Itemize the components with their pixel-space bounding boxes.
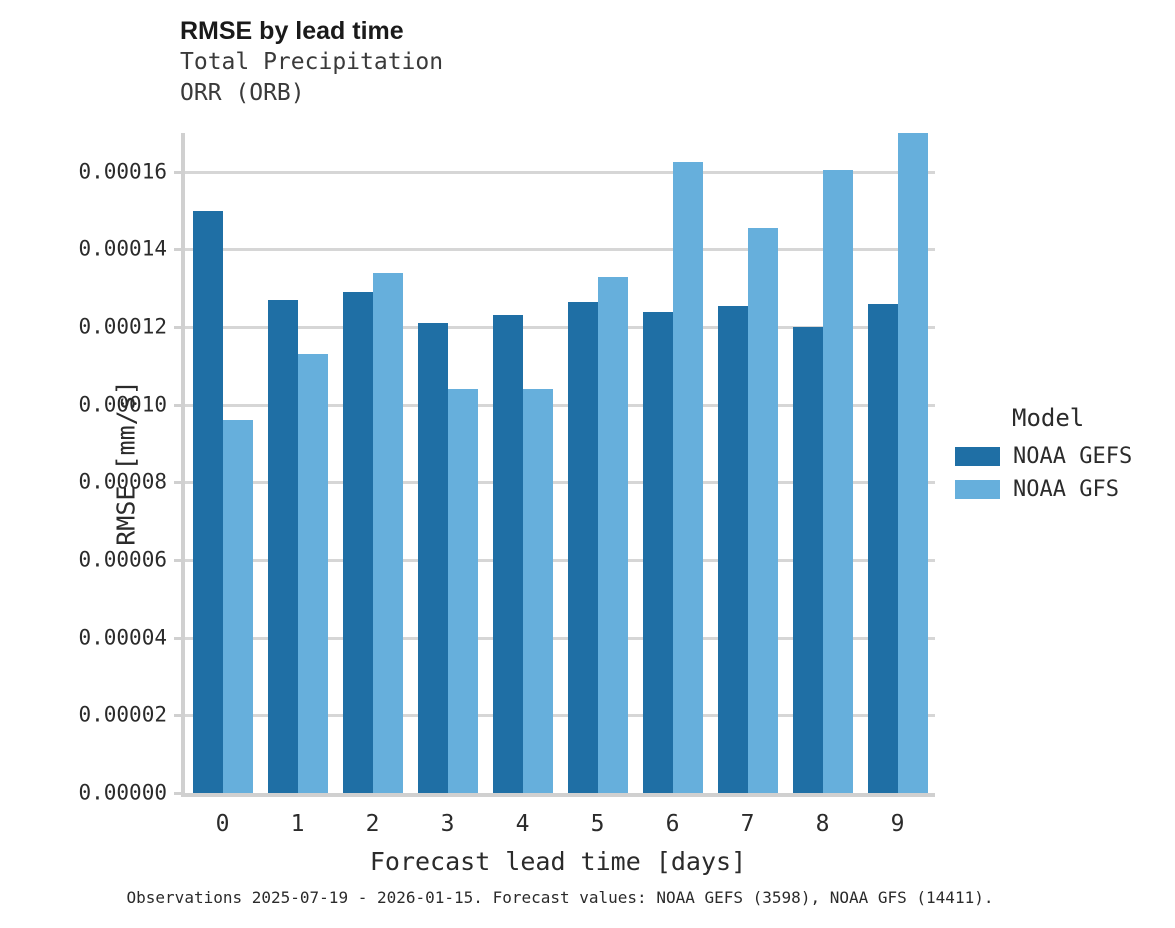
x-tick-label: 2 xyxy=(365,811,380,837)
bar-group xyxy=(192,133,253,793)
plot-frame: 0.00000 0.00002 0.00004 0.00006 0.00008 0.000… xyxy=(78,133,935,836)
y-tick-mark xyxy=(174,559,182,563)
x-tick-label: 3 xyxy=(440,811,455,837)
bar[interactable] xyxy=(267,299,298,793)
bar[interactable] xyxy=(222,420,253,793)
bar[interactable] xyxy=(747,228,778,793)
y-tick-label: 0.00016 xyxy=(78,159,167,184)
x-tick-label: 9 xyxy=(890,811,905,837)
bar-group xyxy=(342,133,403,793)
y-axis-title: RMSE [mm/s] xyxy=(111,380,141,546)
x-tick-label: 0 xyxy=(215,811,230,837)
plot-area: 0.00000 0.00002 0.00004 0.00006 0.00008 0.000… xyxy=(78,133,935,876)
bar-group xyxy=(417,133,478,793)
x-tick-label: 1 xyxy=(290,811,305,837)
legend-item[interactable]: NOAA GFS xyxy=(955,473,1170,506)
bar[interactable] xyxy=(867,303,898,793)
chart-subtitle-variable: Total Precipitation xyxy=(180,49,444,75)
bar[interactable] xyxy=(297,354,328,793)
y-tick-label: 0.00006 xyxy=(78,547,167,572)
bar-group xyxy=(492,133,553,793)
bar[interactable] xyxy=(717,305,748,793)
y-tick-mark xyxy=(174,403,182,407)
y-tick-mark xyxy=(174,714,182,718)
bar-group xyxy=(717,133,778,793)
legend-swatch-icon xyxy=(955,447,1000,466)
y-tick-label: 0.00012 xyxy=(78,314,167,339)
bar[interactable] xyxy=(492,315,523,793)
bar-group xyxy=(567,133,628,793)
bar-group xyxy=(267,133,328,793)
legend-label: NOAA GEFS xyxy=(1013,443,1133,469)
gridline xyxy=(185,714,935,718)
x-axis-title: Forecast lead time [days] xyxy=(369,847,747,876)
bar[interactable] xyxy=(897,133,928,793)
y-tick-mark xyxy=(174,481,182,485)
y-tick-label: 0.00010 xyxy=(78,392,167,417)
bar[interactable] xyxy=(642,311,673,793)
bar[interactable] xyxy=(522,389,553,793)
gridline xyxy=(185,481,935,485)
chart-title: RMSE by lead time xyxy=(180,17,404,45)
y-axis-line xyxy=(181,133,185,793)
bar[interactable] xyxy=(567,301,598,793)
bar-group xyxy=(642,133,703,793)
legend-title: Model xyxy=(1012,404,1085,432)
chart-title-block: RMSE by lead time Total Precipitation OR… xyxy=(180,16,880,109)
legend-swatch-icon xyxy=(955,480,1000,499)
y-tick-mark xyxy=(174,170,182,174)
bar[interactable] xyxy=(672,162,703,793)
y-tick-label: 0.00002 xyxy=(78,702,167,727)
gridline xyxy=(185,559,935,563)
bar-group xyxy=(867,133,928,793)
x-tick-label: 5 xyxy=(590,811,605,837)
y-tick-label: 0.00014 xyxy=(78,236,167,261)
y-tick-label: 0.00004 xyxy=(78,625,167,650)
y-tick-mark xyxy=(174,326,182,330)
bar[interactable] xyxy=(342,292,373,793)
footer-note: Observations 2025-07-19 - 2026-01-15. Fo… xyxy=(126,888,994,907)
bar[interactable] xyxy=(372,272,403,793)
gridline xyxy=(185,248,935,252)
bar[interactable] xyxy=(597,276,628,793)
y-tick-mark xyxy=(174,792,182,795)
y-tick-label: 0.00000 xyxy=(78,780,167,805)
x-tick-label: 8 xyxy=(815,811,830,837)
gridline xyxy=(185,403,935,407)
bar[interactable] xyxy=(792,327,823,793)
gridline xyxy=(185,326,935,330)
bar[interactable] xyxy=(417,323,448,793)
x-tick-label: 4 xyxy=(515,811,530,837)
y-tick-mark xyxy=(174,636,182,640)
legend: Model NOAA GEFS NOAA GFS xyxy=(955,406,1170,506)
chart-subtitle-station: ORR (ORB) xyxy=(180,80,305,106)
bar[interactable] xyxy=(822,169,853,793)
bar[interactable] xyxy=(447,389,478,793)
y-tick-mark xyxy=(174,248,182,252)
legend-entries: NOAA GEFS NOAA GFS xyxy=(955,440,1170,506)
gridline xyxy=(185,636,935,640)
legend-item[interactable]: NOAA GEFS xyxy=(955,440,1170,473)
bar[interactable] xyxy=(192,210,223,793)
x-tick-label: 7 xyxy=(740,811,755,837)
x-axis-line xyxy=(181,793,935,797)
gridline xyxy=(185,170,935,174)
y-tick-label: 0.00008 xyxy=(78,469,167,494)
legend-label: NOAA GFS xyxy=(1013,476,1119,502)
x-tick-label: 6 xyxy=(665,811,680,837)
bar-group xyxy=(792,133,853,793)
bars-layer xyxy=(185,133,935,793)
